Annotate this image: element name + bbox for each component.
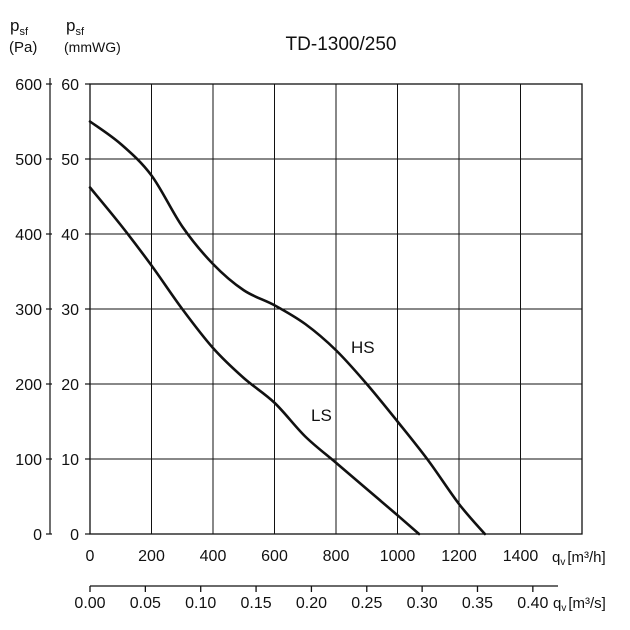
x-tick-label-secondary: 0.30 (407, 595, 438, 612)
y-axis-pa-unit: (Pa) (9, 39, 37, 56)
y-axis-pa-label: psf (10, 16, 29, 38)
x-tick-label-primary: 600 (261, 548, 288, 565)
series-line-hs (88, 120, 487, 536)
x-axis-secondary-label-main: q (553, 595, 561, 612)
y-axis-pa-label-sub: sf (19, 26, 29, 38)
y-tick-label-mmwg: 40 (61, 227, 79, 244)
series-line-ls (88, 186, 421, 536)
x-tick-label-secondary: 0.25 (351, 595, 382, 612)
x-tick-label-primary: 0 (86, 548, 95, 565)
x-tick-label-primary: 1000 (380, 548, 416, 565)
x-tick-label-primary: 200 (138, 548, 165, 565)
x-tick-label-secondary: 0.40 (517, 595, 548, 612)
y-tick-label-pa: 0 (33, 527, 42, 544)
y-axis-pa-label-main: p (10, 16, 19, 35)
x-tick-label-secondary: 0.35 (462, 595, 493, 612)
y-tick-label-pa: 200 (15, 377, 42, 394)
x-axis-secondary-unit: [m³/s] (568, 595, 606, 612)
x-axis-primary-label-sub: v (560, 557, 565, 568)
y-tick-label-pa: 500 (15, 152, 42, 169)
series-label-ls: LS (311, 406, 332, 425)
chart-title: TD-1300/250 (286, 34, 397, 55)
y-axis-mmwg-unit: (mmWG) (64, 39, 121, 55)
x-tick-label-primary: 400 (200, 548, 227, 565)
y-tick-label-mmwg: 10 (61, 452, 79, 469)
y-tick-label-pa: 400 (15, 227, 42, 244)
x-tick-label-secondary: 0.00 (74, 595, 105, 612)
y-tick-label-mmwg: 20 (61, 377, 79, 394)
x-axis-primary-label-main: q (552, 549, 560, 566)
y-axis-mmwg-label-sub: sf (75, 26, 85, 38)
x-axis-primary-label: qv [m³/h] (552, 549, 606, 568)
x-tick-label-primary: 1200 (441, 548, 477, 565)
x-tick-label-secondary: 0.20 (296, 595, 327, 612)
y-tick-label-mmwg: 0 (70, 527, 79, 544)
y-axis-mmwg-label-main: p (66, 16, 75, 35)
x-tick-label-primary: 1400 (503, 548, 539, 565)
x-axis-secondary-label-sub: v (561, 603, 566, 614)
x-tick-label-secondary: 0.15 (240, 595, 271, 612)
y-tick-label-mmwg: 30 (61, 302, 79, 319)
series-layer: HS LS (88, 120, 487, 536)
x-tick-label-secondary: 0.10 (185, 595, 216, 612)
series-label-hs: HS (351, 338, 375, 357)
y-tick-label-pa: 600 (15, 77, 42, 94)
y-tick-label-pa: 300 (15, 302, 42, 319)
y-axis-mmwg-label: psf (66, 16, 85, 38)
x-axis-secondary-label: qv [m³/s] (553, 595, 606, 614)
y-tick-label-mmwg: 60 (61, 77, 79, 94)
x-tick-label-secondary: 0.05 (130, 595, 161, 612)
y-tick-label-mmwg: 50 (61, 152, 79, 169)
y-tick-label-pa: 100 (15, 452, 42, 469)
x-axis-primary-unit: [m³/h] (567, 549, 605, 566)
plot-grid (49, 78, 583, 587)
x-tick-label-primary: 800 (323, 548, 350, 565)
